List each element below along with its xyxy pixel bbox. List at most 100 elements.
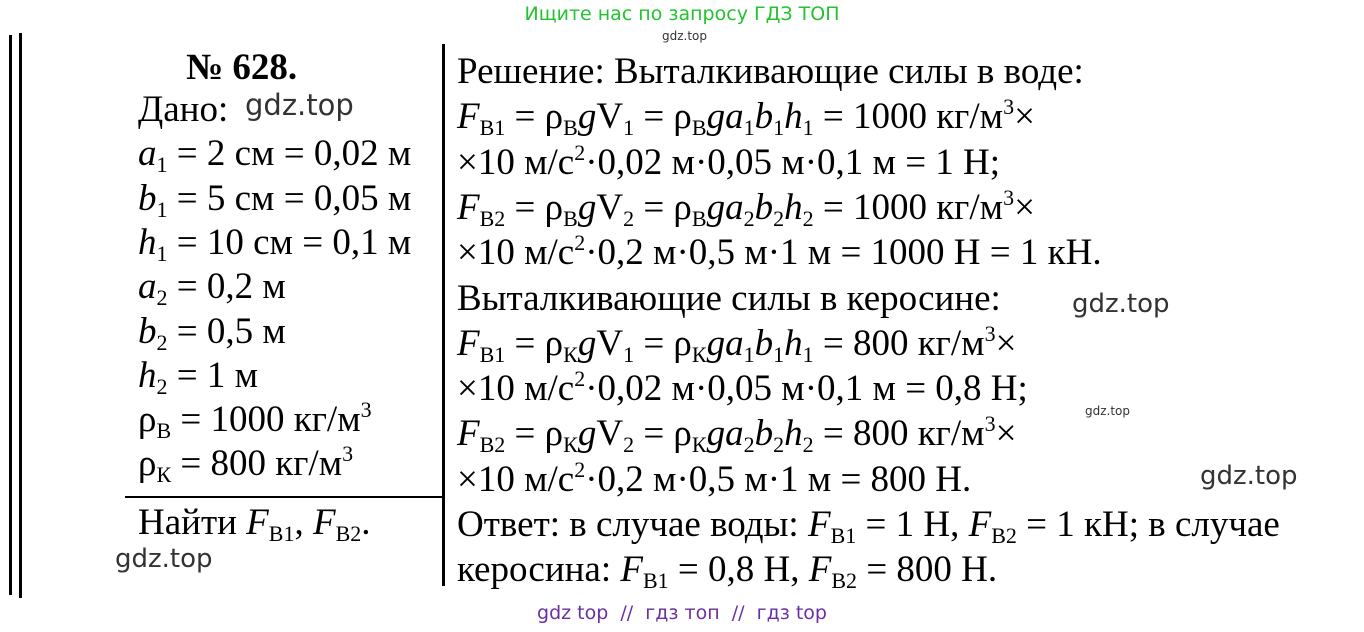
text-segment: = 800 кг/м — [813, 322, 985, 364]
text-segment: Выталкивающие силы в керосине: — [457, 277, 1001, 319]
text-segment: Решение: Выталкивающие силы в воде: — [457, 51, 1084, 92]
text-segment: ×10 м/с — [457, 368, 575, 410]
find-line: Найти FВ1, FВ2. — [138, 502, 371, 545]
solution-line: Ответ: в случае воды: FВ1 = 1 Н, FВ2 = 1… — [457, 504, 1280, 547]
text-segment: = 0,2 м — [167, 266, 286, 308]
superscript: 2 — [574, 366, 586, 392]
math-variable: ga — [706, 413, 744, 455]
given-line: a1 = 2 см = 0,02 м — [138, 133, 411, 176]
math-variable: b — [754, 322, 774, 364]
text-segment: V — [596, 322, 624, 364]
text-segment: × — [1014, 186, 1035, 228]
subscript: В — [691, 205, 707, 231]
text-segment: ·0,02 м·0,05 м·0,1 м = 0,8 Н; — [585, 368, 1028, 410]
subscript: 1 — [743, 341, 755, 367]
text-segment: = 1000 кг/м — [813, 186, 1004, 228]
solution-line: ×10 м/с2·0,02 м·0,05 м·0,1 м = 0,8 Н; — [457, 368, 1028, 410]
subscript: 1 — [623, 341, 635, 367]
text-segment: = ρ — [634, 186, 692, 228]
text-segment: ·0,2 м·0,5 м·1 м = 800 Н. — [585, 458, 972, 500]
superscript: 3 — [1003, 184, 1015, 210]
subscript: В — [563, 115, 578, 141]
text-segment: = ρ — [634, 322, 692, 364]
math-variable: h — [784, 322, 803, 364]
math-variable: a — [138, 266, 157, 308]
solution-line: Решение: Выталкивающие силы в воде: — [457, 53, 1084, 91]
subscript: В — [691, 115, 707, 141]
subscript: 1 — [802, 115, 814, 141]
text-segment: . — [361, 502, 371, 543]
math-variable: F — [246, 502, 269, 543]
given-line: Дано: — [138, 91, 228, 129]
subscript: В — [563, 205, 578, 231]
solution-line: керосина: FВ1 = 0,8 Н, FВ2 = 800 Н. — [457, 549, 998, 592]
subscript: В1 — [479, 115, 506, 141]
subscript: В2 — [479, 205, 506, 231]
math-variable: F — [807, 504, 831, 545]
math-variable: b — [138, 177, 157, 219]
text-segment: = 5 см = 0,05 м — [167, 177, 412, 219]
superscript: 2 — [574, 139, 586, 165]
subscript: В1 — [268, 521, 295, 546]
given-divider — [125, 496, 442, 498]
math-variable: F — [808, 549, 832, 591]
text-segment: = 10 см = 0,1 м — [167, 221, 412, 263]
subscript: 2 — [773, 205, 785, 231]
superscript: 2 — [574, 456, 586, 482]
text-segment: ·0,02 м·0,05 м·0,1 м = 1 Н; — [585, 141, 1001, 183]
text-segment: = ρ — [505, 96, 564, 138]
superscript: 3 — [984, 320, 996, 346]
subscript: 2 — [773, 432, 785, 458]
subscript: В — [156, 418, 172, 444]
subscript: В2 — [991, 523, 1017, 548]
math-variable: F — [620, 549, 643, 591]
text-segment: ρ — [138, 443, 157, 485]
text-segment: , — [294, 502, 313, 543]
subscript: 1 — [802, 341, 814, 367]
subscript: В2 — [479, 432, 506, 458]
math-variable: h — [138, 354, 157, 396]
given-line: a2 = 0,2 м — [138, 266, 286, 309]
watermark: gdz.top — [1085, 404, 1131, 418]
math-variable: a — [138, 133, 157, 175]
subscript: 2 — [623, 432, 635, 458]
subscript: К — [691, 341, 707, 367]
subscript: В1 — [830, 523, 857, 548]
text-segment: = 800 кг/м — [813, 413, 985, 455]
subscript: 2 — [156, 373, 168, 399]
subscript: 1 — [156, 196, 168, 222]
math-variable: g — [577, 413, 597, 455]
subscript: 2 — [623, 205, 635, 231]
column-divider — [442, 44, 445, 586]
top-banner[interactable]: Ищите нас по запросу ГДЗ ТОП — [524, 3, 840, 25]
subscript: 1 — [773, 341, 785, 367]
superscript: 2 — [574, 230, 586, 256]
subscript: 2 — [802, 205, 814, 231]
text-segment: Найти — [138, 502, 247, 543]
scan-border-left — [9, 35, 12, 595]
given-line: h2 = 1 м — [138, 354, 259, 397]
subscript: К — [156, 462, 172, 488]
subscript: К — [563, 341, 578, 367]
superscript: 3 — [342, 441, 354, 467]
bottom-banner[interactable]: gdz top // гдз топ // гдз top — [537, 602, 827, 624]
math-variable: g — [577, 96, 597, 138]
subscript: 2 — [802, 432, 814, 458]
subscript: В2 — [335, 521, 362, 546]
text-segment: = 800 кг/м — [171, 443, 343, 485]
subscript: В1 — [642, 568, 669, 594]
math-variable: ga — [706, 186, 744, 228]
math-variable: b — [754, 96, 774, 138]
text-segment: = 1 Н, — [856, 504, 969, 545]
text-segment: = 800 Н. — [857, 549, 998, 591]
solution-line: ×10 м/с2·0,2 м·0,5 м·1 м = 1000 Н = 1 кН… — [457, 232, 1102, 272]
text-segment: = 1 м — [167, 354, 259, 396]
given-line: ρК = 800 кг/м3 — [138, 443, 353, 486]
text-segment: = 0,5 м — [167, 310, 286, 352]
text-segment: Ответ: в случае воды: — [457, 504, 808, 545]
text-segment: V — [596, 186, 624, 228]
math-variable: ga — [706, 322, 744, 364]
text-segment: = ρ — [505, 186, 564, 228]
subscript: 2 — [743, 205, 755, 231]
problem-number: № 628. — [186, 47, 298, 88]
